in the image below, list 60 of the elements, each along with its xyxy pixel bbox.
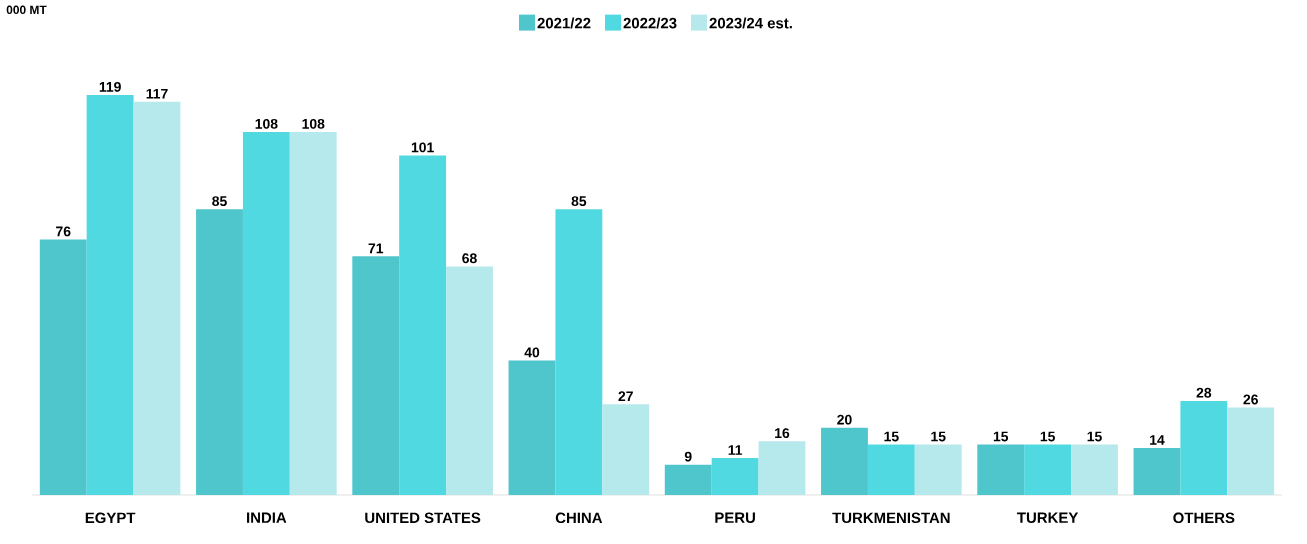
- data-label: 85: [571, 196, 587, 207]
- bar: [86, 94, 134, 495]
- x-tick-label: TURKMENISTAN: [832, 512, 950, 524]
- data-label: 119: [99, 81, 121, 92]
- bar: [711, 458, 759, 495]
- bar: [555, 209, 603, 495]
- bar: [399, 155, 447, 495]
- bar: [758, 441, 806, 495]
- data-label: 108: [255, 118, 278, 129]
- x-tick-label: CHINA: [555, 512, 603, 524]
- bar: [1180, 400, 1228, 495]
- data-label: 11: [728, 445, 743, 455]
- data-label: 71: [368, 243, 384, 254]
- x-tick-label: PERU: [715, 512, 755, 523]
- bar: [1227, 407, 1275, 495]
- x-tick-label: OTHERS: [1173, 512, 1235, 524]
- data-label: 15: [931, 431, 946, 442]
- bar: [242, 131, 290, 495]
- data-label: 14: [1150, 435, 1165, 445]
- bar: [821, 427, 868, 495]
- data-label: 68: [462, 253, 477, 264]
- bar: [133, 101, 181, 495]
- data-label: 16: [775, 428, 790, 439]
- bar: [289, 131, 337, 495]
- data-label: 101: [411, 142, 434, 153]
- data-label: 15: [1087, 431, 1102, 442]
- bar: [352, 256, 400, 495]
- data-label: 15: [884, 431, 899, 442]
- data-label: 26: [1243, 394, 1258, 405]
- data-label: 9: [684, 451, 692, 462]
- data-label: 15: [1040, 431, 1055, 442]
- bar: [508, 360, 556, 495]
- bar: [196, 209, 243, 495]
- text: 000 MT: [6, 5, 47, 15]
- data-label: 117: [146, 88, 168, 99]
- bar: [446, 266, 493, 495]
- x-tick-label: UNITED STATES: [365, 512, 481, 524]
- bar: [914, 444, 962, 495]
- bar: [39, 239, 87, 495]
- data-label: 20: [837, 414, 852, 425]
- data-label: 27: [618, 391, 633, 402]
- bar: [1024, 444, 1072, 495]
- legend-label: 2021/22: [537, 17, 591, 29]
- bar: [1133, 447, 1181, 495]
- data-label: 15: [993, 431, 1009, 442]
- bar: [867, 444, 915, 495]
- data-label: 76: [56, 226, 71, 237]
- x-tick-label: INDIA: [247, 512, 287, 523]
- legend-label: 2022/23: [623, 17, 677, 29]
- bar: [602, 404, 650, 495]
- data-label: 40: [524, 347, 540, 358]
- bar: [664, 464, 712, 495]
- data-label: 28: [1196, 387, 1212, 398]
- bar: [977, 444, 1025, 495]
- data-label: 108: [302, 118, 325, 129]
- data-label: 85: [212, 196, 227, 207]
- x-tick-label: TURKEY: [1017, 512, 1079, 523]
- x-tick-label: EGYPT: [85, 512, 136, 524]
- legend-label: 2023/24 est.: [709, 17, 792, 29]
- bar: [1071, 444, 1118, 495]
